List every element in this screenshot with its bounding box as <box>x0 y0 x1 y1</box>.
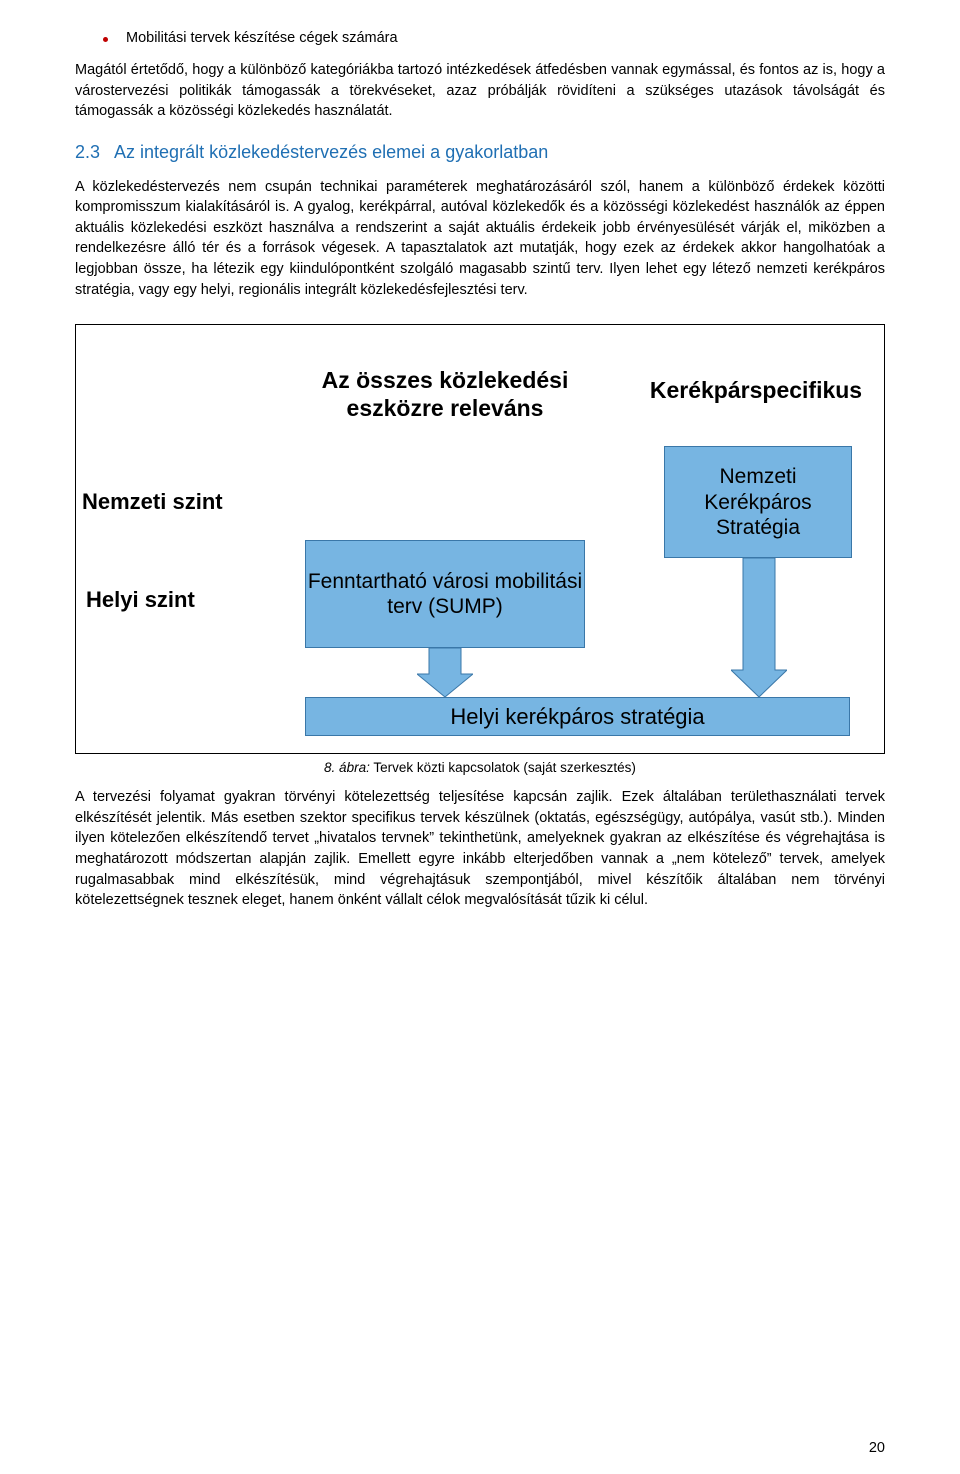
diagram-col-header-1: Az összes közlekedési eszközre releváns <box>290 367 600 422</box>
section-number: 2.3 <box>75 142 114 162</box>
diagram-arrow-sump-down <box>417 648 473 697</box>
paragraph-2: A közlekedéstervezés nem csupán technika… <box>75 177 885 300</box>
paragraph-3: A tervezési folyamat gyakran törvényi kö… <box>75 787 885 910</box>
page-number: 20 <box>869 1440 885 1456</box>
diagram-row-label-1: Nemzeti szint <box>78 489 253 515</box>
section-heading: 2.3Az integrált közlekedéstervezés eleme… <box>75 142 885 163</box>
diagram-col-header-2: Kerékpárspecifikus <box>638 377 874 404</box>
figure-caption: 8. ábra: Tervek közti kapcsolatok (saját… <box>75 760 885 775</box>
diagram-arrow-nks-down <box>731 558 787 697</box>
diagram-box-hks-label: Helyi kerékpáros stratégia <box>450 704 704 730</box>
diagram-box-sump: Fenntartható városi mobilitási terv (SUM… <box>305 540 585 648</box>
diagram-box-hks: Helyi kerékpáros stratégia <box>305 697 850 736</box>
section-title: Az integrált közlekedéstervezés elemei a… <box>114 142 548 162</box>
diagram-box-sump-label: Fenntartható városi mobilitási terv (SUM… <box>306 569 584 619</box>
bullet-marker <box>103 37 108 42</box>
bullet-text: Mobilitási tervek készítése cégek számár… <box>126 30 398 46</box>
figure-caption-number: 8. ábra: <box>324 760 370 775</box>
diagram-row-label-2: Helyi szint <box>82 587 252 613</box>
figure-caption-text: Tervek közti kapcsolatok (saját szerkesz… <box>370 760 636 775</box>
paragraph-1: Magától értetődő, hogy a különböző kateg… <box>75 60 885 122</box>
diagram: Az összes közlekedési eszközre releváns … <box>75 324 885 754</box>
diagram-box-nks-label: Nemzeti Kerékpáros Stratégia <box>665 464 851 540</box>
bullet-item: Mobilitási tervek készítése cégek számár… <box>75 30 885 46</box>
diagram-box-nks: Nemzeti Kerékpáros Stratégia <box>664 446 852 558</box>
